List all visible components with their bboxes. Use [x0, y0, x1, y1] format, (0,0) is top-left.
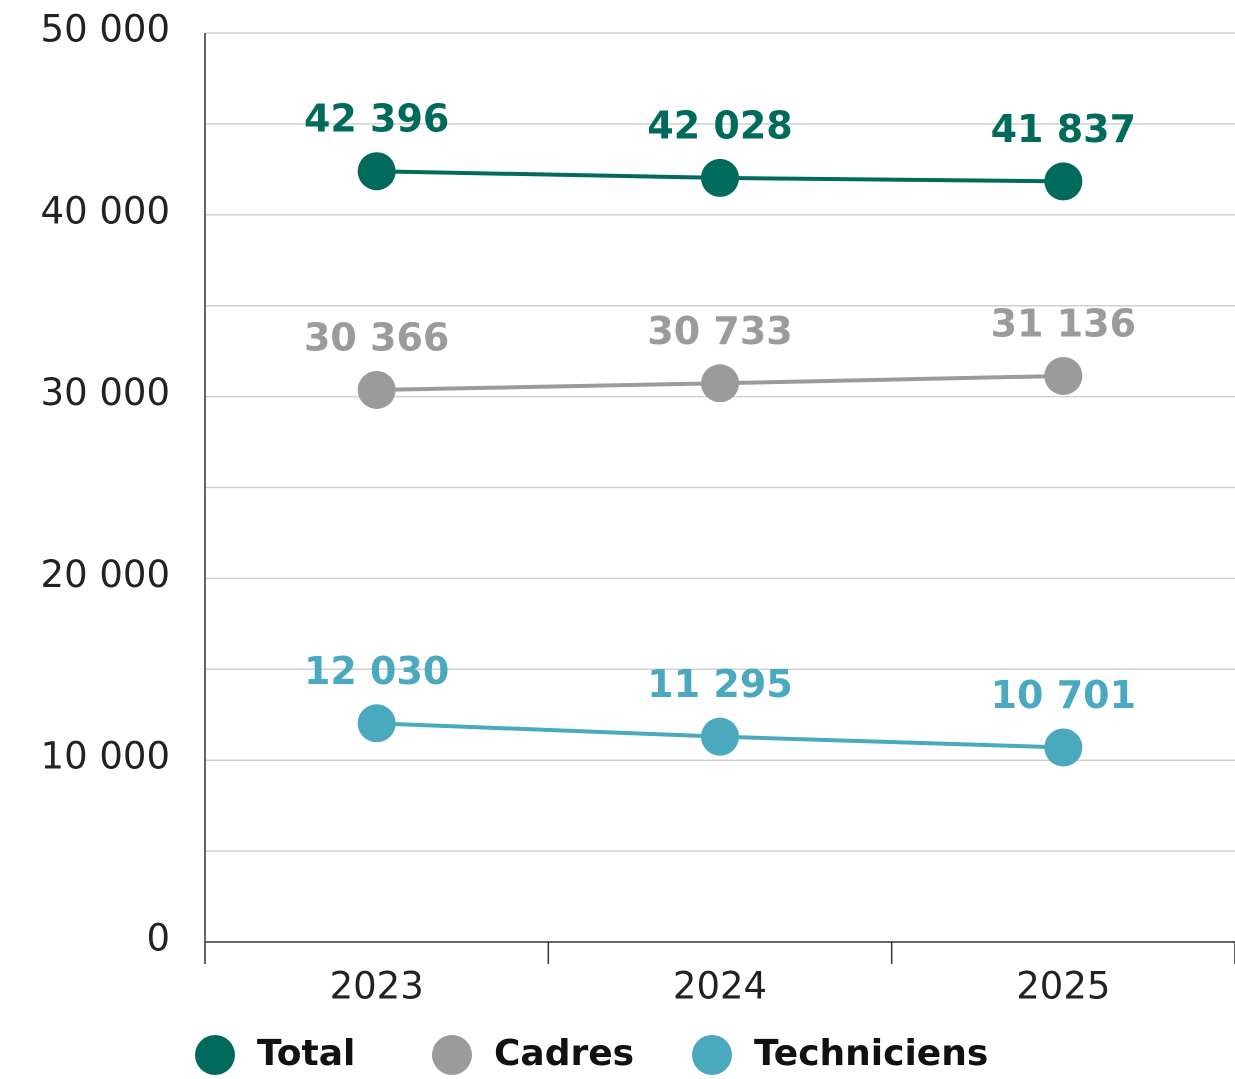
data-label: 30 366	[304, 315, 449, 359]
data-point	[357, 152, 396, 191]
x-tick-label: 2024	[673, 965, 767, 1008]
data-point	[1044, 162, 1083, 201]
x-tick-label: 2025	[1016, 965, 1110, 1008]
data-label: 42 028	[647, 103, 792, 147]
data-point	[701, 158, 739, 197]
data-point	[1044, 356, 1083, 395]
data-point	[357, 370, 396, 409]
data-label: 42 396	[304, 97, 449, 141]
data-label: 30 733	[647, 309, 792, 353]
legend-marker	[432, 1035, 472, 1075]
y-tick-label: 20 000	[41, 553, 170, 596]
legend-label: Cadres	[494, 1033, 634, 1074]
data-point	[701, 364, 739, 403]
legend-label: Total	[257, 1033, 355, 1074]
data-point	[701, 717, 739, 756]
legend-label: Techniciens	[754, 1033, 988, 1074]
data-label: 31 136	[991, 301, 1136, 345]
data-label: 41 837	[991, 107, 1136, 151]
data-point	[357, 704, 396, 743]
data-label: 11 295	[647, 662, 792, 706]
y-tick-label: 10 000	[41, 735, 170, 778]
data-label: 10 701	[991, 673, 1136, 717]
y-tick-label: 0	[146, 917, 170, 960]
y-tick-label: 40 000	[41, 189, 170, 232]
y-tick-label: 30 000	[41, 371, 170, 414]
y-tick-label: 50 000	[41, 8, 170, 51]
x-tick-label: 2023	[330, 965, 424, 1008]
legend-marker	[195, 1035, 235, 1075]
data-point	[1044, 728, 1083, 767]
legend-marker	[692, 1035, 732, 1075]
data-label: 12 030	[304, 649, 449, 693]
